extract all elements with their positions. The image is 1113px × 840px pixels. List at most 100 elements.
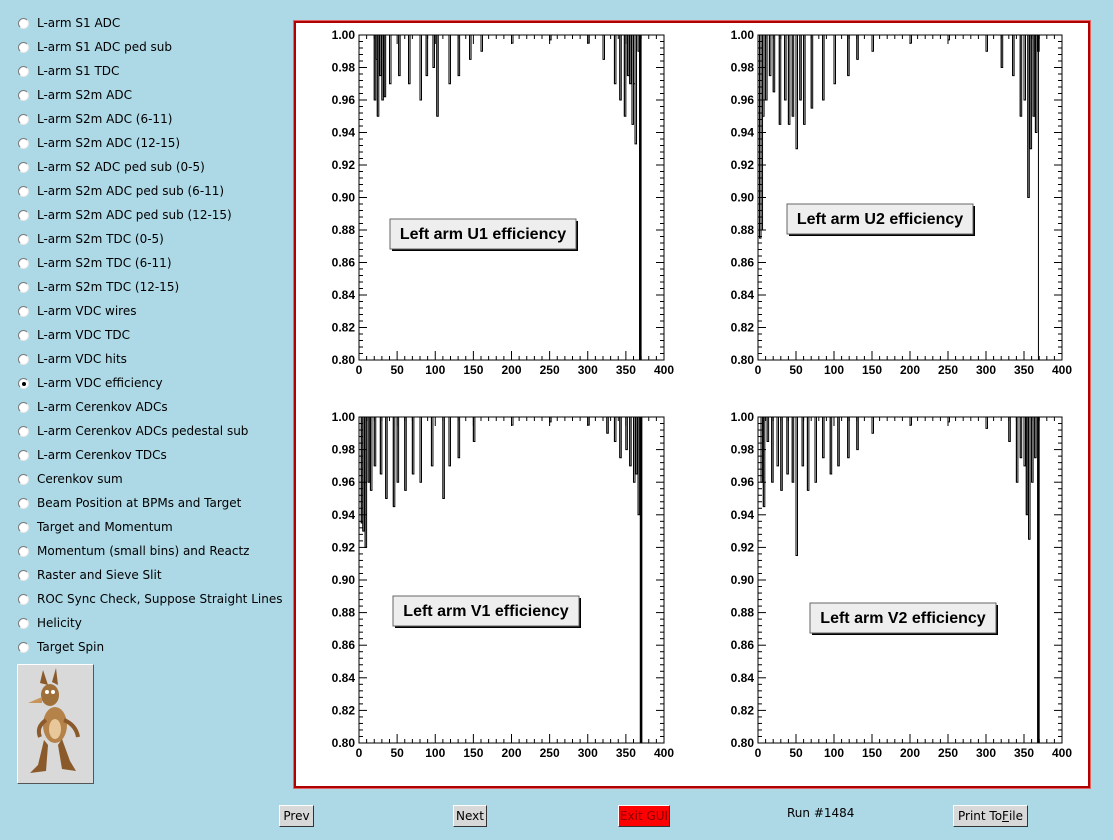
radio-button[interactable]	[18, 90, 29, 101]
menu-item[interactable]: L-arm S2m ADC	[0, 84, 290, 108]
radio-button[interactable]	[18, 306, 29, 317]
radio-button[interactable]	[18, 402, 29, 413]
menu-item-label: Target and Momentum	[37, 520, 173, 534]
next-button[interactable]: Next	[453, 805, 487, 827]
y-tick-label: 0.98	[731, 61, 755, 75]
menu-item-label: L-arm S2m TDC (0-5)	[37, 232, 164, 246]
coyote-icon	[28, 668, 80, 773]
y-tick-label: 0.92	[731, 158, 755, 172]
menu-item-label: Beam Position at BPMs and Target	[37, 496, 242, 510]
y-tick-label: 0.90	[332, 573, 356, 587]
menu-item[interactable]: ROC Sync Check, Suppose Straight Lines	[0, 588, 290, 612]
radio-button[interactable]	[18, 330, 29, 341]
radio-button[interactable]	[18, 354, 29, 365]
radio-button[interactable]	[18, 522, 29, 533]
y-tick-label: 0.86	[332, 638, 356, 652]
radio-button[interactable]	[18, 210, 29, 221]
menu-item[interactable]: L-arm S2m ADC (12-15)	[0, 132, 290, 156]
radio-button[interactable]	[18, 138, 29, 149]
x-tick-label: 100	[425, 363, 445, 377]
menu-item[interactable]: L-arm Cerenkov ADCs pedestal sub	[0, 420, 290, 444]
menu-item[interactable]: L-arm VDC wires	[0, 300, 290, 324]
x-tick-label: 0	[356, 746, 363, 760]
menu-item[interactable]: L-arm Cerenkov ADCs	[0, 396, 290, 420]
menu-item-label: L-arm S2m TDC (6-11)	[37, 256, 172, 270]
menu-item[interactable]: L-arm VDC TDC	[0, 324, 290, 348]
menu-item[interactable]: L-arm S2m ADC ped sub (12-15)	[0, 204, 290, 228]
y-tick-label: 1.00	[332, 410, 356, 424]
radio-button[interactable]	[18, 378, 29, 389]
radio-button[interactable]	[18, 498, 29, 509]
y-tick-label: 1.00	[731, 28, 755, 42]
radio-button[interactable]	[18, 426, 29, 437]
menu-item[interactable]: L-arm S2m TDC (12-15)	[0, 276, 290, 300]
menu-item[interactable]: L-arm VDC hits	[0, 348, 290, 372]
radio-button[interactable]	[18, 474, 29, 485]
title-box	[392, 595, 580, 627]
radio-button[interactable]	[18, 18, 29, 29]
menu-item[interactable]: Target Spin	[0, 636, 290, 660]
radio-button[interactable]	[18, 594, 29, 605]
chart-title: Left arm U2 efficiency	[797, 211, 963, 228]
x-tick-label: 300	[976, 363, 996, 377]
menu-item[interactable]: L-arm S1 TDC	[0, 60, 290, 84]
menu-item-label: Raster and Sieve Slit	[37, 568, 162, 582]
menu-item[interactable]: Cerenkov sum	[0, 468, 290, 492]
x-tick-label: 200	[900, 746, 920, 760]
y-tick-label: 0.88	[731, 606, 755, 620]
x-tick-label: 400	[654, 746, 674, 760]
radio-button[interactable]	[18, 162, 29, 173]
radio-button[interactable]	[18, 570, 29, 581]
menu-item-label: L-arm VDC efficiency	[37, 376, 163, 390]
radio-button[interactable]	[18, 42, 29, 53]
wile-e-coyote-logo	[17, 664, 94, 784]
prev-button[interactable]: Prev	[279, 805, 314, 827]
y-tick-label: 0.88	[731, 223, 755, 237]
menu-item[interactable]: L-arm S2m TDC (0-5)	[0, 228, 290, 252]
y-tick-label: 0.88	[332, 606, 356, 620]
radio-button[interactable]	[18, 114, 29, 125]
x-tick-label: 350	[1014, 363, 1034, 377]
menu-item[interactable]: L-arm S2m ADC ped sub (6-11)	[0, 180, 290, 204]
menu-item[interactable]: L-arm S1 ADC ped sub	[0, 36, 290, 60]
menu-item[interactable]: L-arm Cerenkov TDCs	[0, 444, 290, 468]
x-tick-label: 50	[390, 363, 404, 377]
radio-button[interactable]	[18, 618, 29, 629]
menu-item[interactable]: Raster and Sieve Slit	[0, 564, 290, 588]
radio-button[interactable]	[18, 282, 29, 293]
menu-item[interactable]: L-arm S1 ADC	[0, 12, 290, 36]
menu-item[interactable]: L-arm S2m ADC (6-11)	[0, 108, 290, 132]
menu-item-label: L-arm VDC hits	[37, 352, 127, 366]
radio-button[interactable]	[18, 546, 29, 557]
menu-item[interactable]: Target and Momentum	[0, 516, 290, 540]
print-label-hotkey: F	[1002, 809, 1009, 823]
y-tick-label: 0.84	[332, 288, 356, 302]
x-tick-label: 300	[578, 746, 598, 760]
menu-item[interactable]: Helicity	[0, 612, 290, 636]
x-tick-label: 200	[501, 363, 521, 377]
radio-button[interactable]	[18, 450, 29, 461]
menu-item[interactable]: L-arm VDC efficiency	[0, 372, 290, 396]
exit-gui-button[interactable]: Exit GUI	[618, 805, 670, 827]
menu-item-label: L-arm VDC TDC	[37, 328, 130, 342]
menu-item[interactable]: L-arm S2 ADC ped sub (0-5)	[0, 156, 290, 180]
menu-item[interactable]: Beam Position at BPMs and Target	[0, 492, 290, 516]
radio-button[interactable]	[18, 258, 29, 269]
radio-button[interactable]	[18, 642, 29, 653]
menu-item-label: L-arm S2m TDC (12-15)	[37, 280, 180, 294]
menu-item-label: L-arm S2m ADC ped sub (12-15)	[37, 208, 232, 222]
y-tick-label: 0.82	[332, 321, 356, 335]
radio-button[interactable]	[18, 66, 29, 77]
x-tick-label: 300	[976, 746, 996, 760]
menu-item[interactable]: Momentum (small bins) and Reactz	[0, 540, 290, 564]
menu-item-label: L-arm S2m ADC (12-15)	[37, 136, 181, 150]
radio-button[interactable]	[18, 186, 29, 197]
y-tick-label: 0.90	[332, 191, 356, 205]
print-label-prefix: Print To	[957, 809, 1003, 823]
x-tick-label: 50	[789, 363, 803, 377]
radio-button[interactable]	[18, 234, 29, 245]
y-tick-label: 0.96	[731, 93, 755, 107]
x-tick-label: 50	[390, 746, 404, 760]
menu-item[interactable]: L-arm S2m TDC (6-11)	[0, 252, 290, 276]
